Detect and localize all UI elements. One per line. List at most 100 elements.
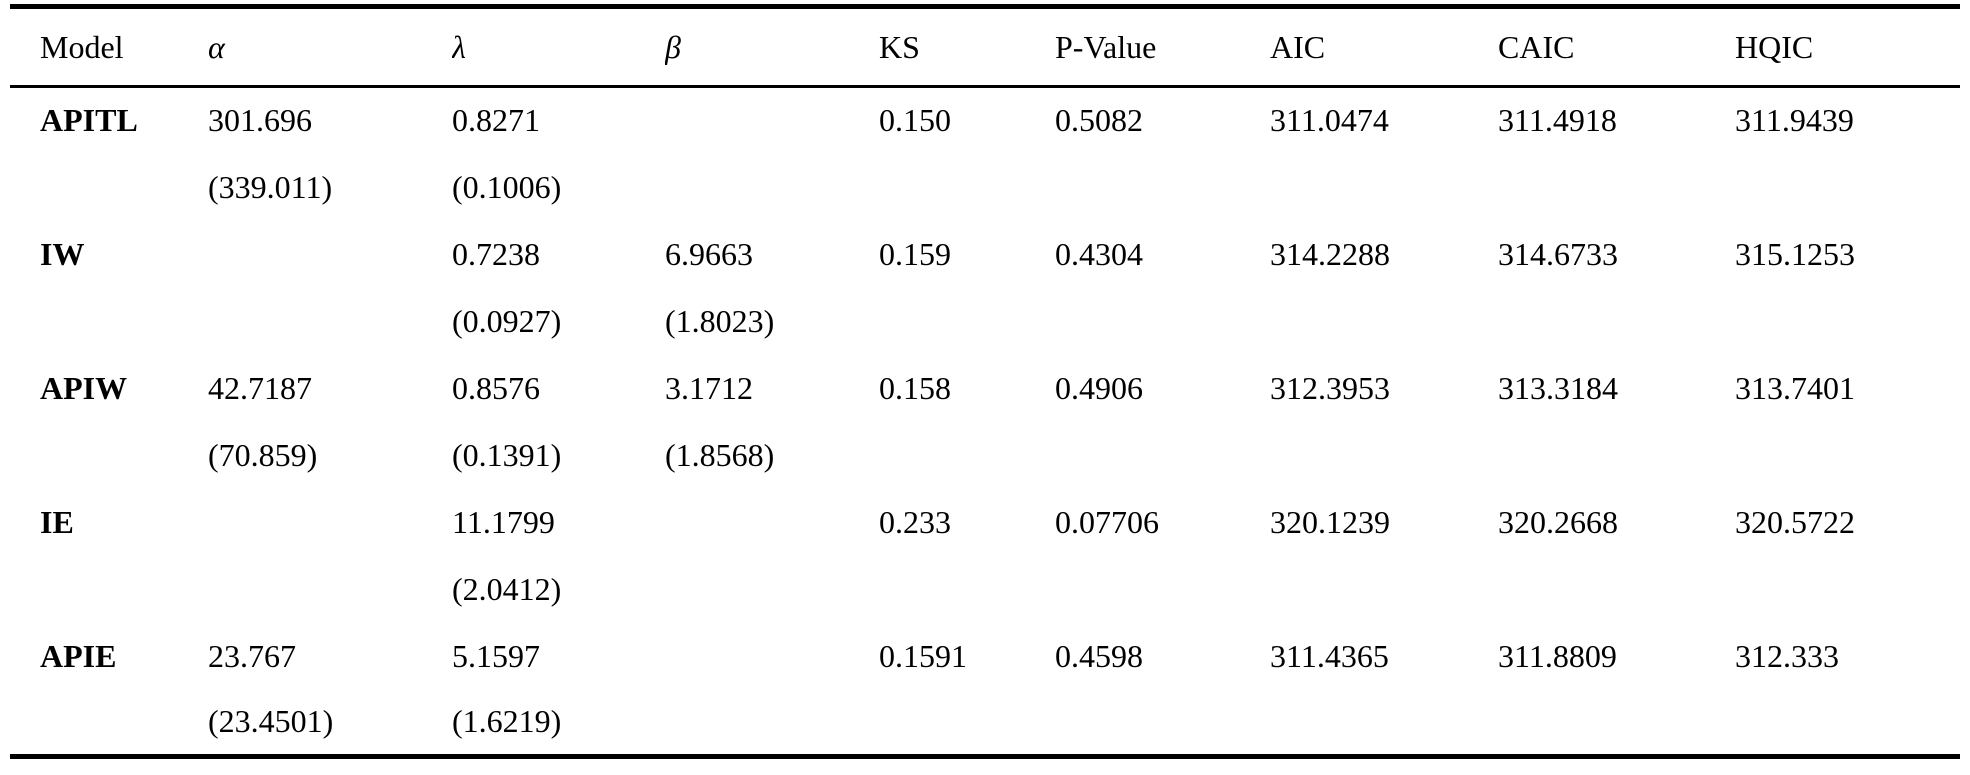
column-header-lambda: λ [452,28,466,65]
caic-cell: 320.2668 [1498,503,1618,540]
beta-estimate-cell [665,489,879,556]
beta-estimate-cell [665,87,879,154]
empty-cell [1270,288,1498,355]
beta-estimate-cell [665,623,879,690]
beta-se-cell [665,154,879,221]
aic-cell: 320.1239 [1270,503,1390,540]
alpha-estimate-cell [208,489,452,556]
beta-estimate-cell: 6.9663 [665,235,753,272]
empty-cell [1498,288,1735,355]
column-header-pvalue: P-Value [1055,28,1157,65]
empty-cell [879,690,1055,757]
empty-cell [879,288,1055,355]
empty-cell [1498,556,1735,623]
model-name-cell: APIW [40,369,128,406]
lambda-estimate-cell: 11.1799 [452,503,555,540]
column-header-alpha: α [208,28,225,65]
column-header-caic: CAIC [1498,28,1575,65]
lambda-estimate-cell: 0.8576 [452,369,540,406]
beta-se-cell: (1.8023) [665,302,775,339]
empty-cell [879,154,1055,221]
model-name-cell-empty [10,288,208,355]
empty-cell [1270,690,1498,757]
table-row-std-errors: (23.4501) (1.6219) [10,690,1960,757]
aic-cell: 311.0474 [1270,102,1389,139]
empty-cell [1055,422,1270,489]
table-row-std-errors: (2.0412) [10,556,1960,623]
alpha-estimate-cell: 301.696 [208,102,312,139]
caic-cell: 313.3184 [1498,369,1618,406]
alpha-se-cell: (23.4501) [208,703,334,740]
empty-cell [1498,422,1735,489]
model-name-cell: IE [40,503,74,540]
header-row: Model α λ β KS P-Value AIC CAIC HQIC [10,7,1960,87]
ks-cell: 0.233 [879,503,951,540]
ks-cell: 0.1591 [879,637,967,674]
caic-cell: 311.8809 [1498,637,1617,674]
empty-cell [1735,690,1960,757]
column-header-ks: KS [879,28,920,65]
empty-cell [1735,288,1960,355]
table-row-std-errors: (339.011) (0.1006) [10,154,1960,221]
table-row-estimates: IW 0.7238 6.9663 0.159 0.4304 314.2288 3… [10,221,1960,288]
hqic-cell: 311.9439 [1735,102,1854,139]
caic-cell: 314.6733 [1498,235,1618,272]
empty-cell [1735,556,1960,623]
empty-cell [1735,154,1960,221]
lambda-se-cell: (0.1006) [452,168,562,205]
lambda-estimate-cell: 0.8271 [452,102,540,139]
table-row-estimates: APIW 42.7187 0.8576 3.1712 0.158 0.4906 … [10,355,1960,422]
model-name-cell-empty [10,422,208,489]
pvalue-cell: 0.5082 [1055,102,1143,139]
table-row-estimates: APITL 301.696 0.8271 0.150 0.5082 311.04… [10,87,1960,154]
model-name-cell: APITL [40,102,138,139]
column-header-hqic: HQIC [1735,28,1814,65]
model-name-cell: APIE [40,637,117,674]
hqic-cell: 313.7401 [1735,369,1855,406]
pvalue-cell: 0.4304 [1055,235,1143,272]
empty-cell [1735,422,1960,489]
aic-cell: 312.3953 [1270,369,1390,406]
alpha-se-cell: (70.859) [208,436,318,473]
aic-cell: 311.4365 [1270,637,1389,674]
alpha-estimate-cell [208,221,452,288]
empty-cell [1498,154,1735,221]
column-header-beta: β [665,28,681,65]
alpha-se-cell [208,288,452,355]
beta-se-cell: (1.8568) [665,436,775,473]
pvalue-cell: 0.07706 [1055,503,1159,540]
hqic-cell: 320.5722 [1735,503,1855,540]
lambda-estimate-cell: 0.7238 [452,235,540,272]
empty-cell [1270,556,1498,623]
lambda-se-cell: (0.0927) [452,302,562,339]
alpha-se-cell [208,556,452,623]
column-header-model: Model [40,28,124,65]
empty-cell [879,422,1055,489]
table-row-estimates: APIE 23.767 5.1597 0.1591 0.4598 311.436… [10,623,1960,690]
model-name-cell-empty [10,556,208,623]
empty-cell [1055,556,1270,623]
hqic-cell: 312.333 [1735,637,1839,674]
empty-cell [1055,288,1270,355]
pvalue-cell: 0.4598 [1055,637,1143,674]
lambda-se-cell: (2.0412) [452,570,562,607]
ks-cell: 0.159 [879,235,951,272]
caic-cell: 311.4918 [1498,102,1617,139]
ks-cell: 0.150 [879,102,951,139]
empty-cell [1498,690,1735,757]
model-name-cell: IW [40,235,85,272]
lambda-se-cell: (1.6219) [452,703,562,740]
table-row-std-errors: (0.0927) (1.8023) [10,288,1960,355]
lambda-estimate-cell: 5.1597 [452,637,540,674]
empty-cell [1270,154,1498,221]
aic-cell: 314.2288 [1270,235,1390,272]
model-name-cell-empty [10,154,208,221]
beta-se-cell [665,690,879,757]
empty-cell [1055,690,1270,757]
alpha-estimate-cell: 42.7187 [208,369,312,406]
empty-cell [879,556,1055,623]
table-row-std-errors: (70.859) (0.1391) (1.8568) [10,422,1960,489]
pvalue-cell: 0.4906 [1055,369,1143,406]
beta-estimate-cell: 3.1712 [665,369,753,406]
